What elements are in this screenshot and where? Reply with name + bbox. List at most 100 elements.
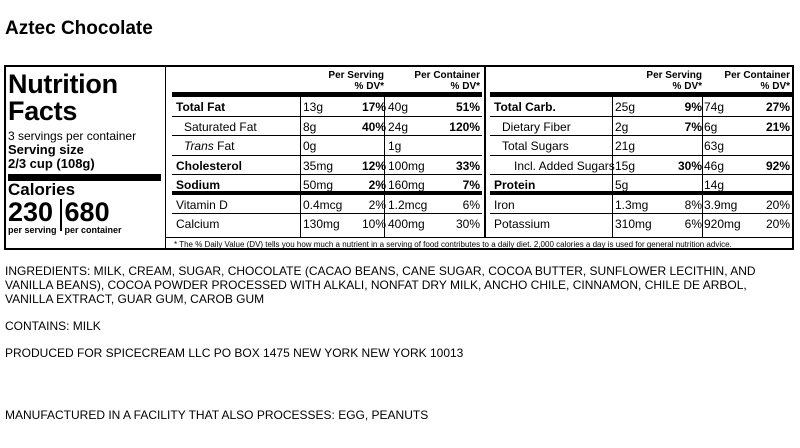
amount-per-serving: 35mg (303, 158, 334, 173)
nutrient-name-suffix: Fat (213, 139, 235, 153)
amount-per-serving: 13g (303, 100, 324, 114)
column-divider (484, 67, 486, 237)
nutrient-name: Sodium (176, 178, 220, 192)
amount-per-serving: 21g (615, 139, 636, 153)
left-nutrient-table: Per Serving% DV* Per Container% DV* Tota… (172, 67, 482, 234)
produced-for: PRODUCED FOR SPICECREAM LLC PO BOX 1475 … (5, 346, 464, 360)
nutrient-name: Total Carb. (494, 100, 556, 114)
nutrient-name: Protein (494, 178, 536, 192)
header-per-serving: Per Serving% DV* (646, 70, 702, 92)
dv-per-serving: 2% (368, 197, 386, 212)
amount-per-container: 920mg (704, 217, 741, 231)
calories-per-serving-label: per serving (8, 225, 57, 235)
amount-per-serving: 1.3mg (615, 197, 649, 212)
table-row: Total Sugars 21g 63g (490, 136, 792, 156)
dv-per-container: 7% (462, 178, 480, 192)
calories-per-serving: 230 (8, 197, 54, 227)
amount-per-container: 74g (704, 100, 725, 114)
dv-per-serving: 9% (684, 100, 702, 114)
amount-per-serving: 50mg (303, 178, 334, 192)
dv-per-container: 21% (765, 119, 790, 134)
nutrient-name: Saturated Fat (184, 119, 257, 134)
nutrient-name: Vitamin D (176, 197, 228, 212)
nutrient-name: Total Fat (176, 100, 226, 114)
allergen-contains: CONTAINS: MILK (5, 319, 101, 333)
dv-per-serving: 7% (684, 119, 702, 134)
table-row: Dietary Fiber 2g 7% 6g 21% (490, 117, 792, 136)
dv-per-serving: 30% (677, 158, 702, 173)
nutrition-facts-heading: Nutrition Facts (8, 69, 118, 126)
thick-divider (8, 174, 161, 181)
calories-per-container-label: per container (64, 225, 122, 235)
amount-per-container: 46g (704, 158, 725, 173)
product-title: Aztec Chocolate (5, 18, 153, 39)
amount-per-container: 63g (704, 139, 725, 153)
serving-size-label: Serving size (8, 142, 84, 157)
amount-per-container: 100mg (388, 158, 425, 173)
table-row: Total Fat 13g 17% 40g 51% (172, 97, 482, 117)
dv-per-serving: 17% (361, 100, 386, 114)
table-row: Potassium 310mg 6% 920mg 20% (490, 214, 792, 234)
amount-per-serving: 5g (615, 178, 629, 192)
serving-size-value: 2/3 cup (108g) (8, 156, 95, 171)
header-per-container: Per Container% DV* (724, 70, 790, 92)
table-header: Per Serving% DV* Per Container% DV* (490, 67, 792, 97)
amount-per-container: 3.9mg (704, 197, 738, 212)
dv-per-container: 92% (765, 158, 790, 173)
nutrient-name: Potassium (494, 217, 551, 231)
table-row: Cholesterol 35mg 12% 100mg 33% (172, 156, 482, 175)
calories-label: Calories (8, 180, 76, 199)
amount-per-serving: 130mg (303, 217, 340, 231)
calories-per-container: 680 (64, 197, 110, 227)
column-separator (702, 97, 703, 237)
amount-per-container: 1.2mcg (388, 197, 428, 212)
amount-per-serving: 0g (303, 139, 317, 153)
dv-per-serving: 10% (361, 217, 386, 231)
table-row: Sodium 50mg 2% 160mg 7% (172, 175, 482, 195)
nutrient-name: Incl. Added Sugars (514, 158, 615, 173)
table-row: Vitamin D 0.4mcg 2% 1.2mcg 6% (172, 195, 482, 214)
column-separator (300, 97, 301, 237)
ingredients: INGREDIENTS: MILK, CREAM, SUGAR, CHOCOLA… (5, 264, 756, 306)
amount-per-container: 24g (388, 119, 409, 134)
nutrient-name: Iron (494, 197, 515, 212)
amount-per-serving: 8g (303, 119, 317, 134)
amount-per-serving: 0.4mcg (303, 197, 343, 212)
table-row: Total Carb. 25g 9% 74g 27% (490, 97, 792, 117)
amount-per-container: 14g (704, 178, 725, 192)
dv-per-serving: 12% (361, 158, 386, 173)
nutrient-name: Calcium (176, 217, 220, 231)
amount-per-serving: 2g (615, 119, 629, 134)
dv-per-container: 30% (455, 217, 480, 231)
table-row: Iron 1.3mg 8% 3.9mg 20% (490, 195, 792, 214)
amount-per-serving: 25g (615, 100, 636, 114)
nutrient-name: Cholesterol (176, 158, 243, 173)
nutrient-name: Total Sugars (502, 139, 569, 153)
header-per-serving: Per Serving% DV* (328, 70, 384, 92)
amount-per-container: 1g (388, 139, 402, 153)
nutrient-name-italic: Trans (184, 139, 214, 153)
table-row: Calcium 130mg 10% 400mg 30% (172, 214, 482, 234)
table-row: Saturated Fat 8g 40% 24g 120% (172, 117, 482, 136)
amount-per-serving: 15g (615, 158, 636, 173)
right-nutrient-table: Per Serving% DV* Per Container% DV* Tota… (490, 67, 792, 234)
dv-per-container: 27% (765, 100, 790, 114)
amount-per-container: 40g (388, 100, 409, 114)
nutrient-name: Trans Fat (184, 139, 234, 153)
header-per-container: Per Container% DV* (414, 70, 480, 92)
dv-per-serving: 6% (684, 217, 702, 231)
dv-per-serving: 8% (684, 197, 702, 212)
nutrition-facts-panel: Nutrition Facts 3 servings per container… (4, 65, 794, 250)
calories-row: 230 per serving 680 per container (8, 197, 165, 236)
amount-per-container: 160mg (388, 178, 425, 192)
dv-per-serving: 40% (361, 119, 386, 134)
facility-statement: MANUFACTURED IN A FACILITY THAT ALSO PRO… (5, 408, 429, 422)
amount-per-container: 400mg (388, 217, 425, 231)
dv-per-serving: 2% (368, 178, 386, 192)
calories-divider (59, 199, 62, 231)
table-header: Per Serving% DV* Per Container% DV* (172, 67, 482, 97)
dv-per-container: 51% (455, 100, 480, 114)
dv-per-container: 20% (765, 197, 790, 212)
dv-per-container: 20% (765, 217, 790, 231)
servings-per-container: 3 servings per container (8, 129, 137, 143)
